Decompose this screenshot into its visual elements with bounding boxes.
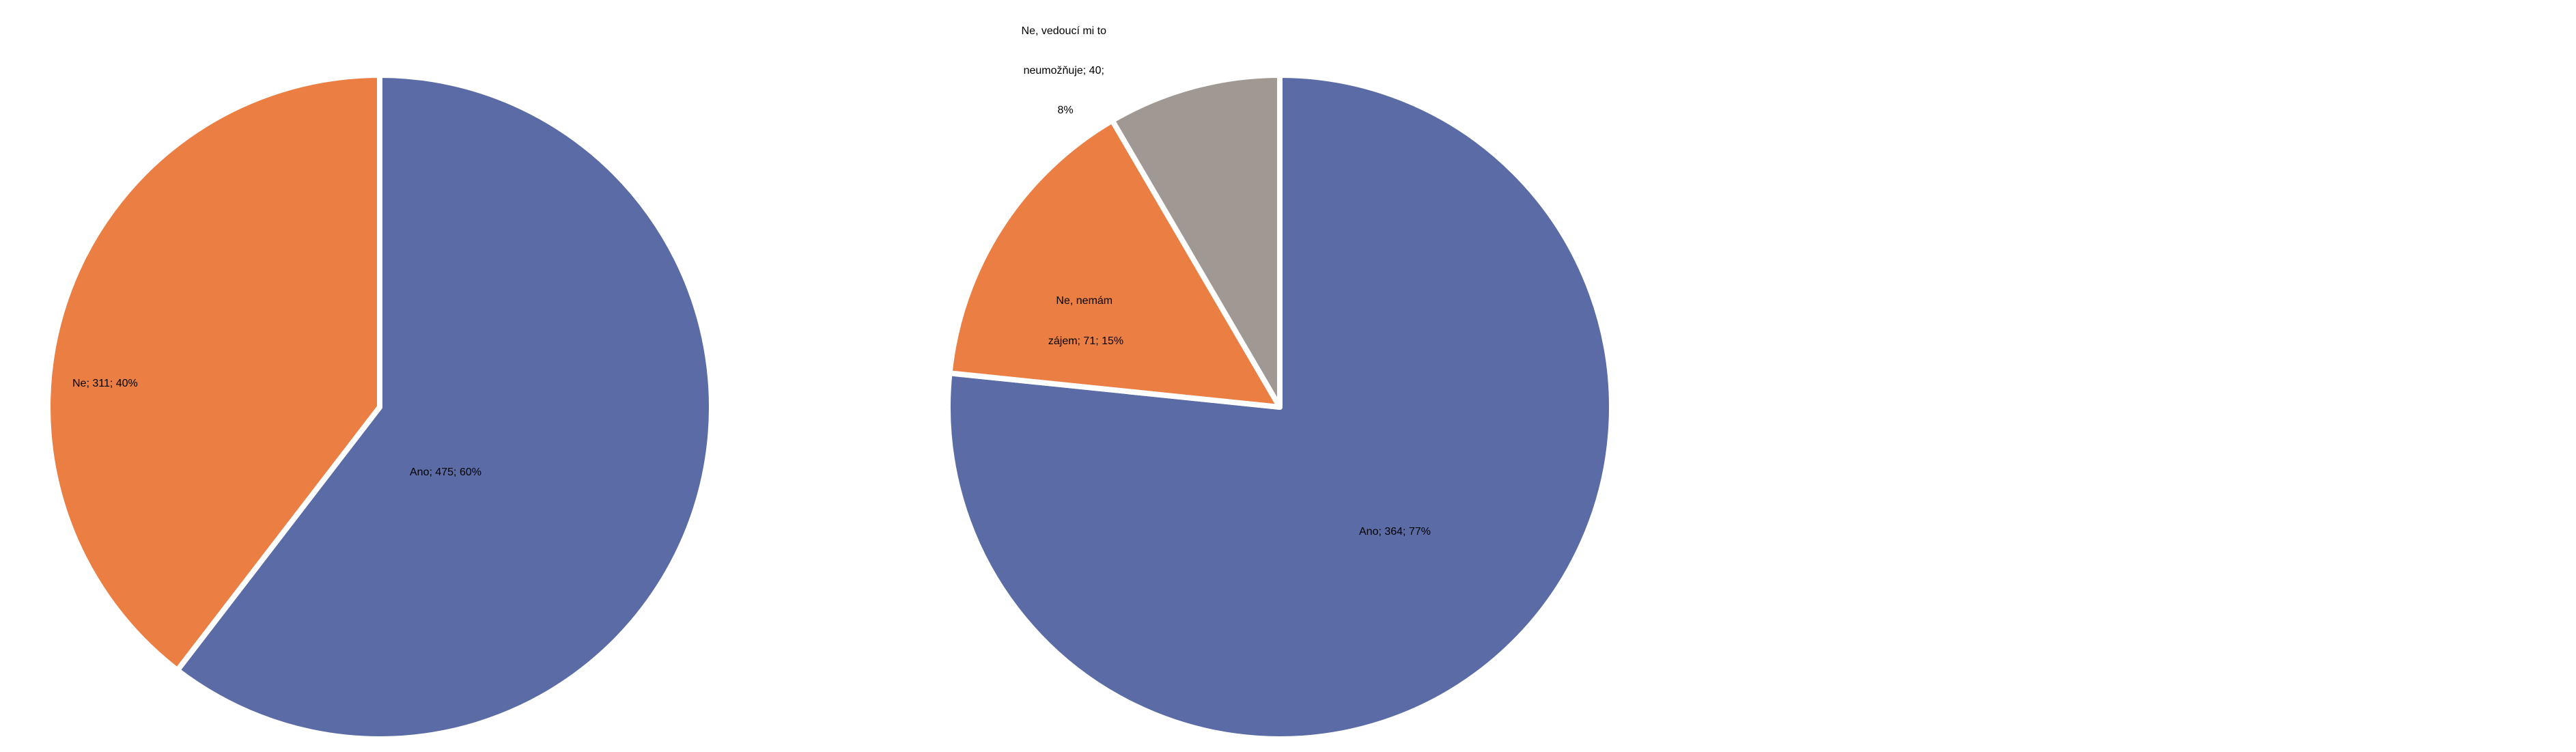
- pie-slice-ne-vedouci-mi-to-neumoznuje: [1109, 72, 1283, 410]
- slice-label-ne-nemam-zajem: Ne, nemám zájem; 71; 15%: [1048, 295, 1123, 347]
- slice-label-ano: Ano; 475; 60%: [410, 466, 481, 478]
- pie-chart-1: Ano; 475; 60% Ne; 311; 40%: [45, 72, 714, 742]
- slice-label-line: neumožňuje; 40;: [1024, 65, 1104, 76]
- slice-label-ne-vedouci: Ne, vedoucí mi to neumožňuje; 40; 8%: [1022, 25, 1110, 116]
- slice-label-line: 8%: [1057, 105, 1073, 116]
- pie-slice-ano: [174, 72, 714, 742]
- slice-label-line: zájem; 71; 15%: [1048, 335, 1123, 347]
- slice-label-ano: Ano; 364; 77%: [1359, 526, 1431, 538]
- slice-label-ne: Ne; 311; 40%: [72, 378, 138, 389]
- pie-slice-ne: [45, 72, 382, 673]
- pie-slice-ne-nemam-zajem: [947, 117, 1283, 410]
- pie-chart-2: Ano; 364; 77% Ne, nemám zájem; 71; 15% N…: [945, 25, 1614, 742]
- slice-label-line: Ne, nemám: [1056, 295, 1112, 307]
- slice-label-line: Ne, vedoucí mi to: [1022, 25, 1107, 37]
